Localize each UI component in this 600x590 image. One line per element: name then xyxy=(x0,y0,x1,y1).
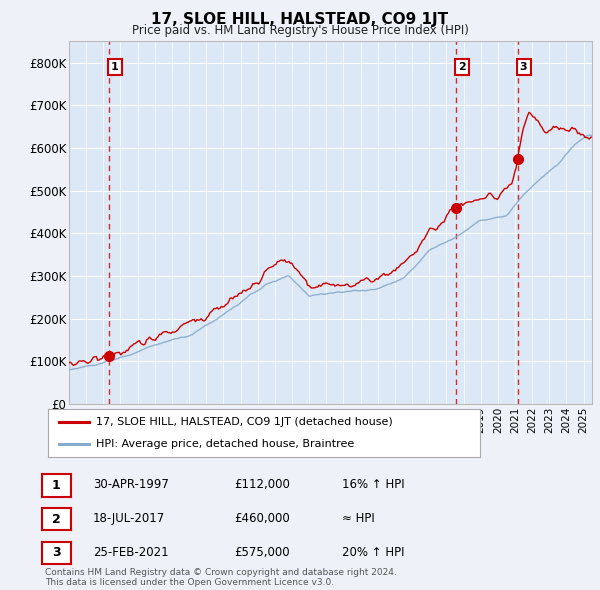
Text: 18-JUL-2017: 18-JUL-2017 xyxy=(93,512,165,525)
Text: 1: 1 xyxy=(52,479,61,492)
Text: Price paid vs. HM Land Registry's House Price Index (HPI): Price paid vs. HM Land Registry's House … xyxy=(131,24,469,37)
Text: ≈ HPI: ≈ HPI xyxy=(342,512,375,525)
Text: 17, SLOE HILL, HALSTEAD, CO9 1JT (detached house): 17, SLOE HILL, HALSTEAD, CO9 1JT (detach… xyxy=(95,417,392,427)
Text: 30-APR-1997: 30-APR-1997 xyxy=(93,478,169,491)
Text: HPI: Average price, detached house, Braintree: HPI: Average price, detached house, Brai… xyxy=(95,439,354,449)
Text: £112,000: £112,000 xyxy=(234,478,290,491)
Text: 2: 2 xyxy=(458,62,466,72)
Text: 17, SLOE HILL, HALSTEAD, CO9 1JT: 17, SLOE HILL, HALSTEAD, CO9 1JT xyxy=(151,12,449,27)
Text: 2: 2 xyxy=(52,513,61,526)
Text: £460,000: £460,000 xyxy=(234,512,290,525)
Text: 1: 1 xyxy=(111,62,119,72)
Text: 3: 3 xyxy=(52,546,61,559)
Text: 20% ↑ HPI: 20% ↑ HPI xyxy=(342,546,404,559)
Text: Contains HM Land Registry data © Crown copyright and database right 2024.
This d: Contains HM Land Registry data © Crown c… xyxy=(45,568,397,587)
Text: £575,000: £575,000 xyxy=(234,546,290,559)
Text: 3: 3 xyxy=(520,62,527,72)
Text: 25-FEB-2021: 25-FEB-2021 xyxy=(93,546,169,559)
Text: 16% ↑ HPI: 16% ↑ HPI xyxy=(342,478,404,491)
